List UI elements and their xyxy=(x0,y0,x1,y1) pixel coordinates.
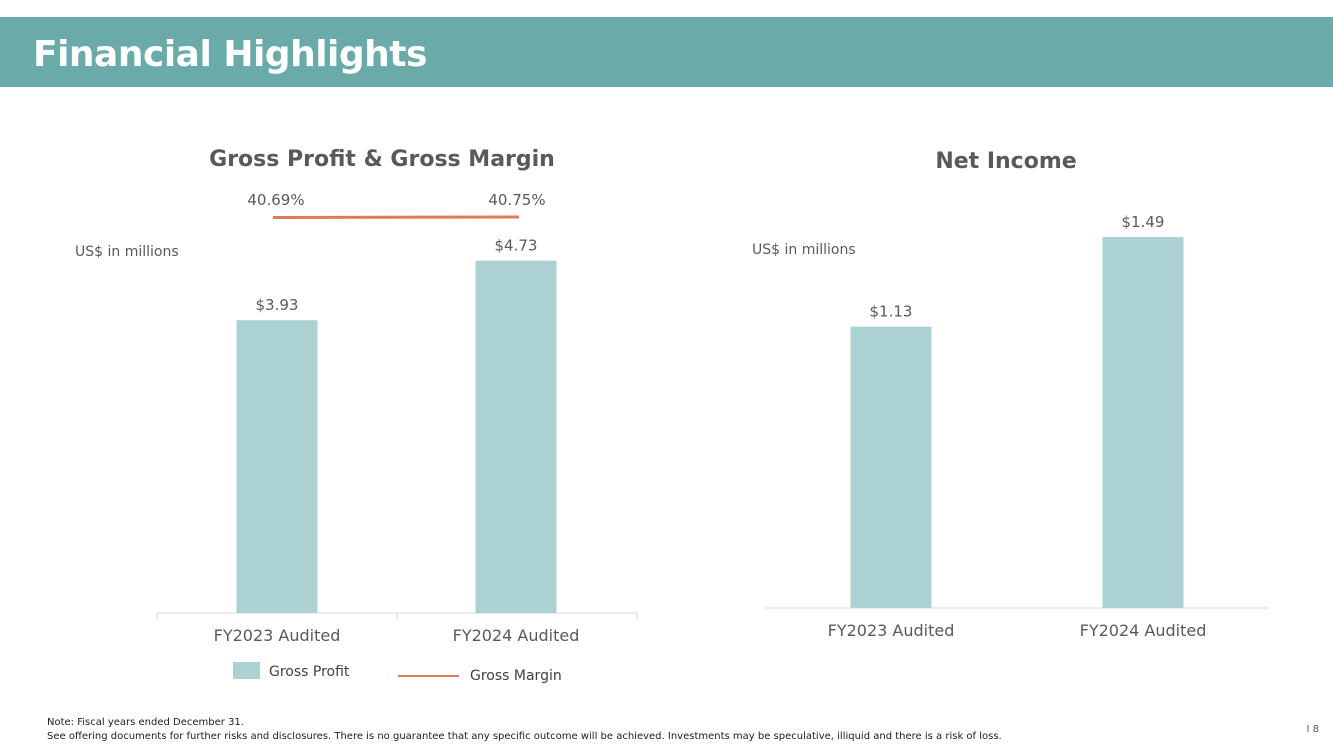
bar-net-income-2 xyxy=(1102,236,1184,609)
bar-value-label: $1.13 xyxy=(870,303,913,321)
legend-gross-margin-label: Gross Margin xyxy=(470,668,562,684)
legend-gross-profit-label: Gross Profit xyxy=(269,664,350,680)
category-label: FY2023 Audited xyxy=(214,626,341,645)
footer-note-line-2: See offering documents for further risks… xyxy=(47,731,1002,742)
bar-gross-profit-1 xyxy=(236,320,318,613)
category-label: FY2024 Audited xyxy=(1080,621,1207,640)
header-band xyxy=(0,17,1333,87)
category-label: FY2023 Audited xyxy=(828,621,955,640)
bar-net-income-1 xyxy=(850,326,932,608)
page-number: I 8 xyxy=(1306,724,1320,735)
gross-margin-value-label: 40.69% xyxy=(247,191,304,209)
gross-profit-chart-title: Gross Profit & Gross Margin xyxy=(209,147,555,172)
footer-note: Note: Fiscal years ended December 31. Se… xyxy=(47,716,1002,744)
gross-profit-unit-label: US$ in millions xyxy=(75,244,179,260)
footer-note-line-1: Note: Fiscal years ended December 31. xyxy=(47,717,244,728)
net-income-chart-title: Net Income xyxy=(935,149,1077,174)
page-title: Financial Highlights xyxy=(33,34,427,75)
bar-value-label: $3.93 xyxy=(256,296,299,314)
bar-value-label: $1.49 xyxy=(1122,213,1165,231)
category-label: FY2024 Audited xyxy=(453,626,580,645)
bar-value-label: $4.73 xyxy=(495,237,538,255)
legend-gross-profit-swatch xyxy=(233,662,260,679)
gross-margin-value-label: 40.75% xyxy=(488,191,545,209)
net-income-unit-label: US$ in millions xyxy=(752,242,856,258)
bar-gross-profit-2 xyxy=(475,260,557,613)
